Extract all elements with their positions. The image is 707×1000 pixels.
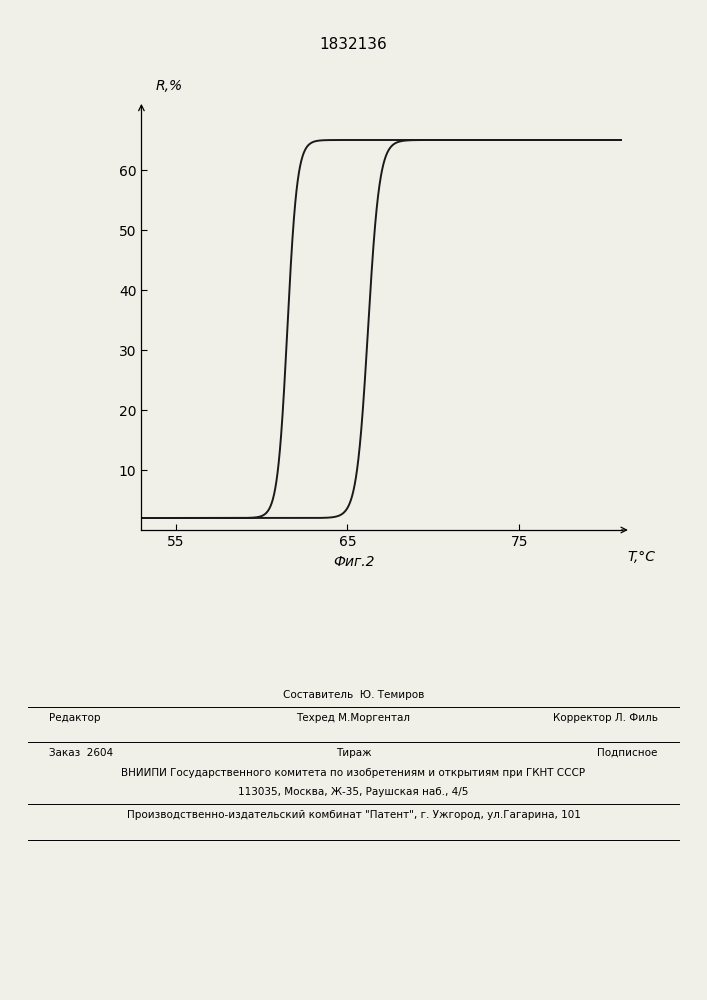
Text: R,%: R,% [155,79,182,93]
Text: Производственно-издательский комбинат "Патент", г. Ужгород, ул.Гагарина, 101: Производственно-издательский комбинат "П… [127,810,580,820]
Text: Подписное: Подписное [597,748,658,758]
Text: Фиг.2: Фиг.2 [333,555,374,569]
Text: Тираж: Тираж [336,748,371,758]
Text: Корректор Л. Филь: Корректор Л. Филь [552,713,658,723]
Text: Составитель  Ю. Темиров: Составитель Ю. Темиров [283,690,424,700]
Text: 1832136: 1832136 [320,37,387,52]
Text: T,°C: T,°C [627,550,655,564]
Text: 113035, Москва, Ж-35, Раушская наб., 4/5: 113035, Москва, Ж-35, Раушская наб., 4/5 [238,787,469,797]
Text: ВНИИПИ Государственного комитета по изобретениям и открытиям при ГКНТ СССР: ВНИИПИ Государственного комитета по изоб… [122,768,585,778]
Text: Техред М.Моргентал: Техред М.Моргентал [296,713,411,723]
Text: Заказ  2604: Заказ 2604 [49,748,114,758]
Text: Редактор: Редактор [49,713,101,723]
